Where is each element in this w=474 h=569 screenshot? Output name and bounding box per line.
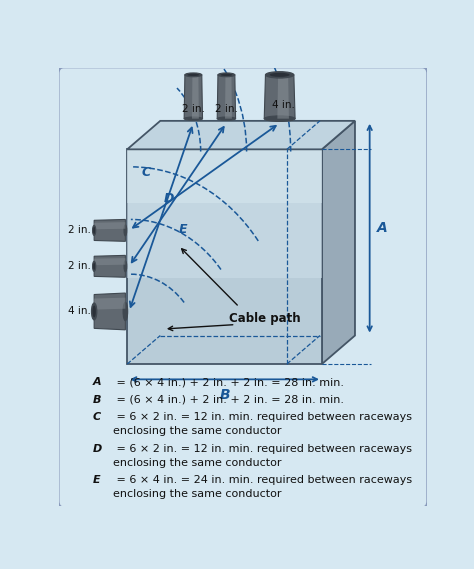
Polygon shape — [127, 121, 355, 149]
Polygon shape — [192, 75, 199, 119]
Polygon shape — [94, 222, 125, 229]
Ellipse shape — [184, 117, 202, 120]
Text: = (6 × 4 in.) + 2 in. + 2 in. = 28 in. min.: = (6 × 4 in.) + 2 in. + 2 in. = 28 in. m… — [112, 395, 344, 405]
Ellipse shape — [93, 227, 95, 234]
Text: enclosing the same conductor: enclosing the same conductor — [92, 426, 282, 436]
Text: E: E — [92, 475, 100, 485]
Polygon shape — [94, 220, 125, 241]
Polygon shape — [127, 149, 322, 203]
Text: enclosing the same conductor: enclosing the same conductor — [92, 458, 282, 468]
Ellipse shape — [124, 225, 127, 236]
Ellipse shape — [185, 73, 202, 77]
Text: 2 in.: 2 in. — [68, 225, 91, 236]
Text: A: A — [92, 377, 101, 387]
Ellipse shape — [217, 117, 236, 120]
Text: = 6 × 2 in. = 12 in. min. required between raceways: = 6 × 2 in. = 12 in. min. required betwe… — [112, 412, 411, 422]
Polygon shape — [94, 255, 125, 277]
Ellipse shape — [91, 303, 97, 320]
Polygon shape — [322, 121, 355, 364]
Ellipse shape — [124, 261, 127, 272]
Ellipse shape — [270, 73, 290, 77]
Polygon shape — [277, 75, 289, 119]
Polygon shape — [94, 258, 125, 265]
FancyBboxPatch shape — [58, 67, 428, 508]
Polygon shape — [217, 75, 236, 119]
Ellipse shape — [265, 72, 294, 78]
Text: C: C — [92, 412, 100, 422]
Text: = 6 × 4 in. = 24 in. min. required between raceways: = 6 × 4 in. = 24 in. min. required betwe… — [112, 475, 411, 485]
Polygon shape — [127, 149, 322, 364]
Polygon shape — [94, 298, 125, 310]
Ellipse shape — [93, 263, 95, 270]
Ellipse shape — [220, 73, 232, 76]
Text: E: E — [179, 222, 187, 236]
Polygon shape — [225, 75, 232, 119]
Ellipse shape — [218, 73, 235, 77]
Polygon shape — [184, 75, 202, 119]
Ellipse shape — [92, 306, 96, 318]
Text: 2 in.: 2 in. — [215, 104, 238, 114]
Text: B: B — [219, 388, 230, 402]
Text: A: A — [377, 221, 388, 235]
Ellipse shape — [123, 302, 128, 321]
Text: enclosing the same conductor: enclosing the same conductor — [92, 489, 282, 500]
Text: D: D — [92, 444, 101, 453]
Ellipse shape — [92, 225, 96, 236]
Text: 2 in.: 2 in. — [182, 104, 205, 114]
Ellipse shape — [92, 261, 96, 271]
Text: = (6 × 4 in.) + 2 in. + 2 in. = 28 in. min.: = (6 × 4 in.) + 2 in. + 2 in. = 28 in. m… — [112, 377, 344, 387]
Text: C: C — [142, 166, 151, 179]
Text: 4 in.: 4 in. — [272, 100, 295, 110]
Text: 4 in.: 4 in. — [68, 307, 91, 316]
Polygon shape — [264, 75, 295, 119]
Ellipse shape — [264, 116, 295, 121]
Text: D: D — [164, 192, 174, 205]
Ellipse shape — [187, 73, 199, 76]
Text: 2 in.: 2 in. — [68, 261, 91, 271]
Text: Cable path: Cable path — [229, 311, 301, 324]
Polygon shape — [94, 293, 125, 330]
Text: = 6 × 2 in. = 12 in. min. required between raceways: = 6 × 2 in. = 12 in. min. required betwe… — [112, 444, 411, 453]
Polygon shape — [127, 149, 322, 278]
Text: B: B — [92, 395, 101, 405]
